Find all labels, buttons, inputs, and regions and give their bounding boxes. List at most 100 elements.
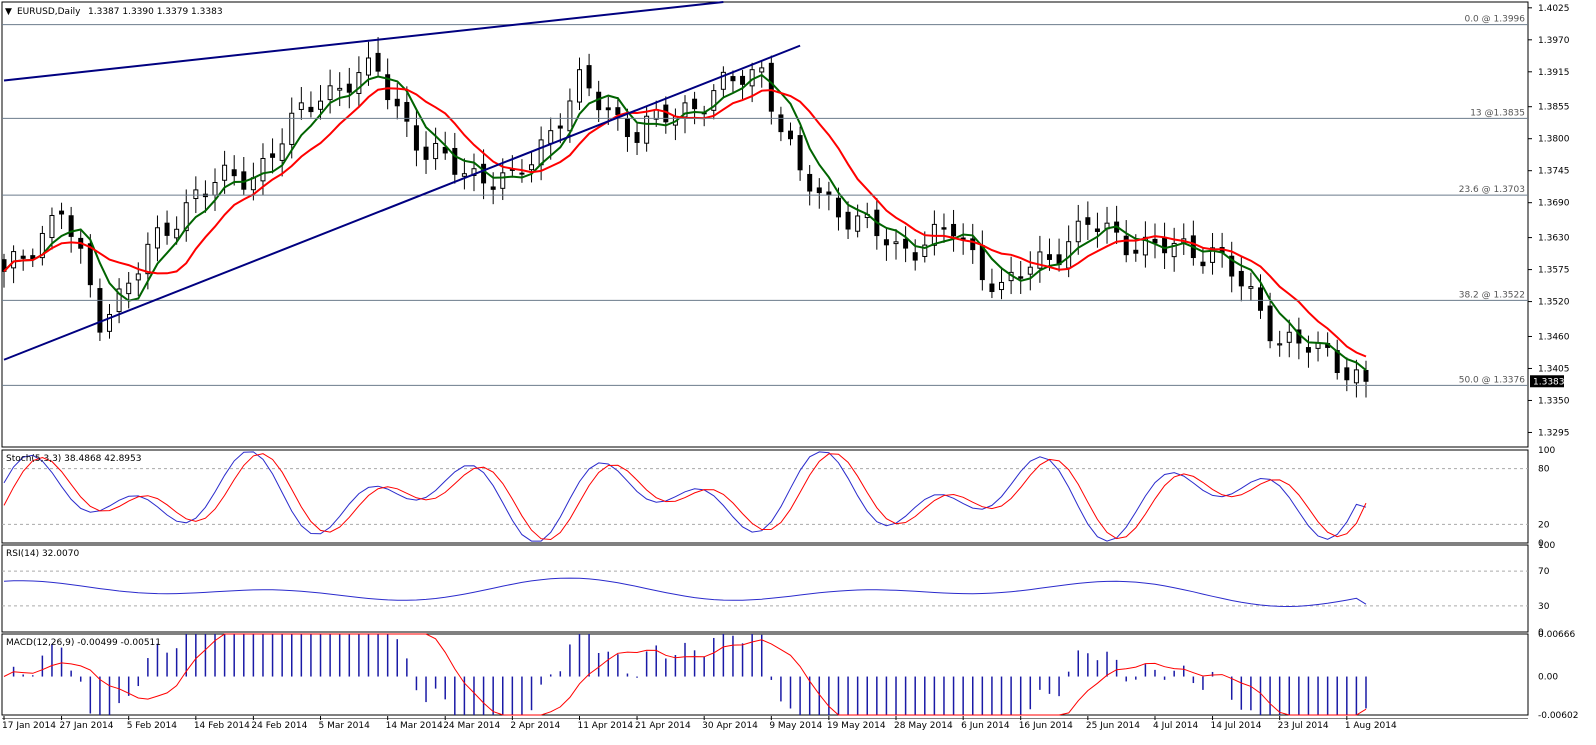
price-tick-label: 1.3745 [1538, 167, 1570, 177]
candle-body [87, 243, 93, 286]
candle-body [1075, 220, 1081, 243]
candle-body [145, 243, 151, 275]
stoch-tick-label: 0 [1538, 539, 1544, 549]
candle-body [557, 125, 563, 129]
candle-body [289, 112, 295, 145]
price-tick-label: 1.3575 [1538, 266, 1570, 276]
candle-body [154, 227, 160, 249]
stoch-main-line [3, 451, 1367, 542]
candle-body [404, 101, 410, 122]
candle-body [1085, 217, 1091, 225]
candle-body [365, 57, 371, 76]
candle-body [845, 211, 851, 230]
stoch-title: Stoch(5,3,3) 38.4868 42.8953 [6, 454, 141, 464]
date-tick-label: 11 Apr 2014 [577, 721, 633, 731]
candle-body [212, 182, 218, 196]
candle-body [1018, 276, 1024, 279]
price-tick-label: 1.4025 [1538, 4, 1570, 14]
price-tick-label: 1.3295 [1538, 428, 1570, 438]
candle-body [20, 255, 26, 259]
candle-body [788, 130, 794, 140]
price-tick-label: 1.3970 [1538, 36, 1570, 46]
candle-body [989, 283, 995, 293]
candle-body [193, 189, 199, 200]
candle-body [1200, 261, 1206, 267]
axis-labels: 1.4025 1.3970 1.3915 1.3855 1.3800 1.3745 1.36… [2, 4, 1578, 731]
price-tick-label: 1.3350 [1538, 396, 1570, 406]
date-tick-label: 2 Apr 2014 [510, 721, 560, 731]
price-panel: 0.0 @ 1.3996 13 @1.3835 23.6 @ 1.3703 38.2 … [1, 1, 1528, 398]
fib-level-label: 38.2 @ 1.3522 [1459, 290, 1525, 300]
macd-signal-line [3, 633, 1367, 716]
fib-level-label: 50.0 @ 1.3376 [1459, 375, 1526, 385]
stoch-tick-label: 20 [1538, 520, 1550, 530]
candle-body [634, 132, 640, 143]
candle-body [1229, 255, 1235, 277]
trendline-channel-upper [3, 1, 724, 82]
candle-body [1248, 286, 1254, 289]
candle-body [1133, 249, 1139, 254]
price-tick-label: 1.3630 [1538, 234, 1570, 244]
candle-body [1171, 242, 1177, 258]
candle-body [452, 147, 458, 175]
date-tick-label: 14 Feb 2014 [194, 721, 250, 731]
candle-body [519, 172, 525, 175]
candle-body [912, 252, 918, 261]
candle-body [423, 146, 429, 160]
candle-body [318, 100, 324, 110]
time-axis-line [2, 718, 1528, 719]
date-tick-label: 28 May 2014 [894, 721, 953, 731]
candle-body [682, 102, 688, 118]
candle-body [951, 223, 957, 237]
candle-body [615, 107, 621, 115]
date-tick-label: 6 Jun 2014 [961, 721, 1010, 731]
candle-body [1046, 254, 1052, 260]
macd-tick-label: 0.00 [1538, 673, 1558, 683]
candle-body [538, 139, 544, 166]
candle-body [1286, 331, 1292, 343]
candle-body [481, 163, 487, 184]
chart-ohlc: 1.3387 1.3390 1.3379 1.3383 [88, 7, 223, 17]
candle-body [960, 237, 966, 240]
candle-body [653, 109, 659, 120]
candle-body [126, 282, 132, 295]
rsi-line [3, 577, 1367, 608]
candle-body [1353, 369, 1359, 384]
chart-menu-arrow-icon[interactable]: ▼ [5, 7, 12, 17]
candle-body [135, 273, 141, 281]
stochastic-panel: Stoch(5,3,3) 38.4868 42.8953 [2, 451, 1528, 542]
candle-body [308, 106, 314, 113]
candle-body [500, 172, 506, 189]
candle-body [979, 245, 985, 281]
date-tick-label: 24 Feb 2014 [251, 721, 307, 731]
date-tick-label: 14 Jul 2014 [1211, 721, 1262, 731]
candle-body [385, 74, 391, 101]
macd-tick-label: 0.00666 [1538, 630, 1575, 640]
rsi-frame [1, 544, 1529, 633]
candle-body [529, 164, 535, 171]
candle-body [279, 143, 285, 161]
candle-body [1094, 228, 1100, 232]
candle-body [164, 222, 170, 236]
macd-tick-label: -0.00602 [1538, 711, 1578, 721]
candle-body [1162, 237, 1168, 254]
candle-body [11, 251, 17, 269]
price-tick-label: 1.3800 [1538, 135, 1570, 145]
price-tick-label: 1.3405 [1538, 364, 1570, 374]
candle-body [970, 238, 976, 251]
candle-body [816, 187, 822, 194]
candle-body [183, 202, 189, 232]
candle-body [490, 186, 496, 190]
candle-body [375, 52, 381, 72]
candle-body [107, 313, 113, 332]
candle-body [1257, 287, 1263, 311]
candle-body [999, 281, 1005, 291]
date-tick-label: 21 Apr 2014 [635, 721, 691, 731]
rsi-tick-label: 0 [1538, 628, 1544, 638]
candle-body [605, 107, 611, 111]
candle-body [1123, 235, 1129, 256]
candle-body [1027, 266, 1033, 275]
candle-body [1210, 247, 1216, 263]
